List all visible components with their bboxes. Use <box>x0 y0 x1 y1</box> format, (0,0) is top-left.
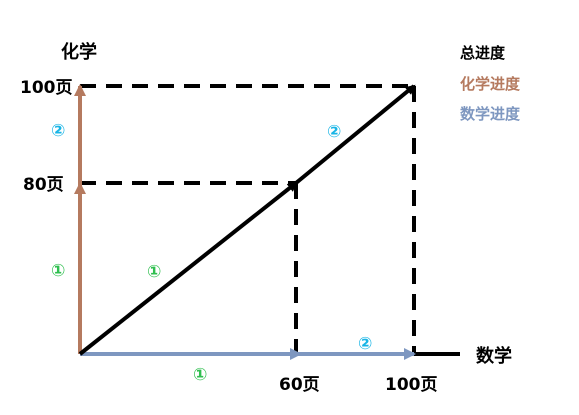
y-axis-label: 化学 <box>61 41 97 63</box>
y-tick-80: 80页 <box>23 175 64 195</box>
x-axis-label: 数学 <box>476 345 512 367</box>
total-progress-arrow-2 <box>294 84 416 185</box>
total-progress-arrow-1 <box>78 181 298 356</box>
chem-segment-marker-1: ① <box>51 261 65 281</box>
x-tick-100: 100页 <box>385 375 438 395</box>
math-segment-marker-1: ① <box>193 365 207 385</box>
legend-math: 数学进度 <box>460 105 521 123</box>
x-tick-60: 60页 <box>279 375 320 395</box>
legend-chem: 化学进度 <box>460 75 521 93</box>
total-segment-marker-1: ① <box>147 262 161 282</box>
chem-segment-marker-2: ② <box>51 121 65 141</box>
legend-total: 总进度 <box>460 44 506 62</box>
y-tick-100: 100页 <box>20 78 73 98</box>
math-segment-marker-2: ② <box>358 334 372 354</box>
total-segment-marker-2: ② <box>327 122 341 142</box>
